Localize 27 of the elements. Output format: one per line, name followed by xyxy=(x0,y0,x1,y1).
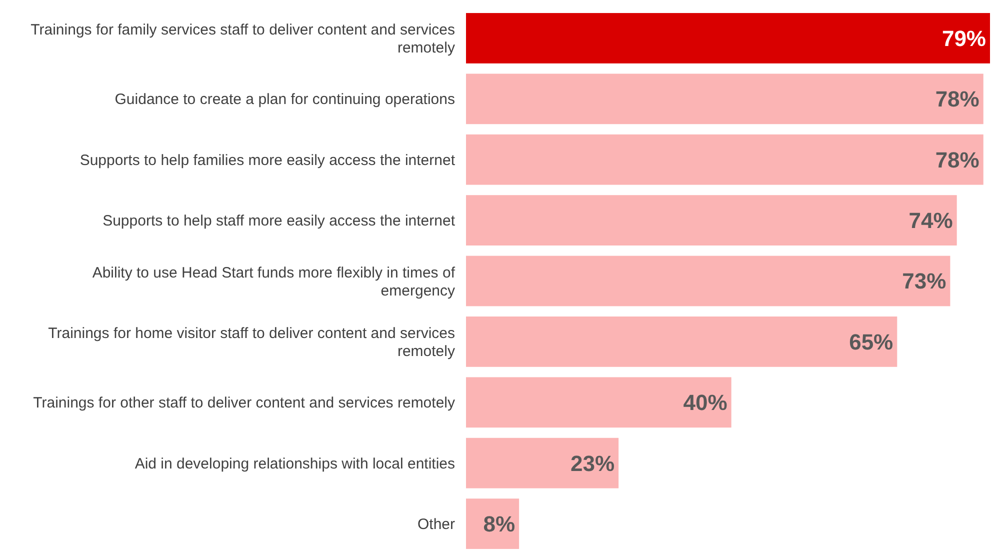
y-tick-label: Aid in developing relationships with local entities xyxy=(134,455,455,472)
data-label: 8% xyxy=(483,511,516,536)
y-tick-label: Guidance to create a plan for continuing operations xyxy=(114,91,455,108)
data-label: 78% xyxy=(935,147,980,172)
y-tick-label: Other xyxy=(417,516,456,534)
bar xyxy=(466,256,950,306)
bar xyxy=(466,134,984,185)
y-tick-label: Ability to use Head Start funds more flexibly in times of emergency xyxy=(92,264,456,300)
bar xyxy=(466,74,984,124)
y-tick-label: Supports to help staff more easily access the internet xyxy=(102,212,456,230)
y-tick-label: Trainings for home visitor staff to deliver content and services remotely xyxy=(48,324,456,360)
y-tick-label: Trainings for family services staff to deliver content and services remotely xyxy=(30,21,456,56)
data-label: 23% xyxy=(570,450,615,476)
data-label: 78% xyxy=(935,86,980,112)
data-label: 73% xyxy=(902,268,946,294)
data-label: 74% xyxy=(908,208,953,234)
bar xyxy=(466,195,957,246)
bar xyxy=(466,498,520,549)
bar xyxy=(466,13,990,64)
data-label: 40% xyxy=(683,390,728,416)
y-tick-label: Supports to help families more easily access the internet xyxy=(80,152,456,169)
y-tick-label: Trainings for other staff to deliver content and services remotely xyxy=(33,394,456,412)
data-label: 65% xyxy=(849,329,894,354)
bar xyxy=(466,377,732,428)
bar xyxy=(466,316,898,367)
bar xyxy=(466,438,619,488)
data-label: 79% xyxy=(942,26,986,51)
